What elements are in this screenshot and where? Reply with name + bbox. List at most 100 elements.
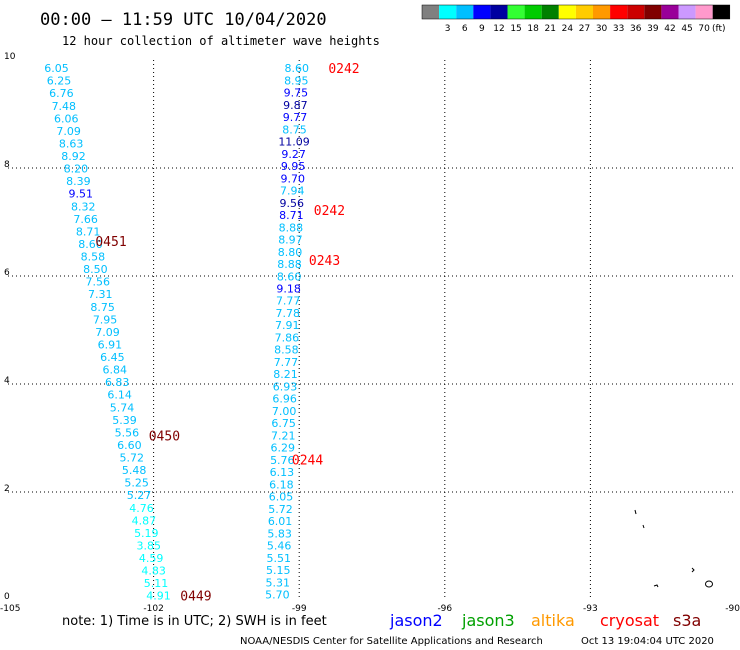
wave-height-value: 9.77 (283, 111, 308, 124)
legend-swatch (473, 5, 491, 19)
wave-height-value: 8.71 (76, 225, 101, 238)
wave-height-value: 5.70 (265, 589, 290, 602)
legend-swatch (422, 5, 440, 19)
wave-height-value: 7.86 (275, 331, 300, 344)
wave-height-value: 4.83 (141, 565, 166, 578)
legend-swatch-label: 15 (510, 24, 521, 34)
wave-height-value: 9.95 (281, 160, 306, 173)
legend-swatch (456, 5, 474, 19)
wave-height-value: 8.20 (64, 163, 89, 176)
legend-swatch (678, 5, 696, 19)
lat-tick-label: 2 (4, 484, 10, 494)
pass-time-label: 0242 (314, 204, 345, 219)
legend-swatch (644, 5, 662, 19)
legend-unit: (ft) (712, 24, 726, 34)
lat-lon-grid (8, 60, 736, 600)
wave-height-value: 6.93 (273, 380, 298, 393)
wave-height-value: 8.95 (284, 74, 309, 87)
wave-height-value: 7.78 (275, 307, 300, 320)
legend-swatch-label: 33 (613, 24, 624, 34)
legend-swatch (593, 5, 611, 19)
legend-swatch-label: 6 (462, 24, 468, 34)
lon-tick-label: -105 (0, 604, 20, 614)
lon-tick-label: -102 (143, 604, 163, 614)
wave-height-value: 9.75 (284, 87, 309, 100)
wave-height-value: 8.88 (279, 221, 304, 234)
lat-tick-label: 10 (4, 52, 16, 62)
wave-height-value: 6.76 (49, 87, 74, 100)
wave-height-value: 7.66 (73, 213, 98, 226)
wave-height-value: 6.05 (269, 491, 294, 504)
legend-swatch (661, 5, 679, 19)
wave-height-value: 8.75 (90, 301, 115, 314)
wave-height-value: 8.32 (71, 200, 96, 213)
footer-timestamp: Oct 13 19:04:04 UTC 2020 (581, 636, 714, 647)
wave-height-value: 6.45 (100, 351, 125, 364)
wave-height-value: 6.75 (271, 417, 296, 430)
pass-time-label: 0451 (95, 235, 126, 250)
wave-height-value: 5.72 (268, 503, 293, 516)
wave-height-value: 8.97 (278, 234, 303, 247)
wave-height-value: 6.83 (105, 376, 130, 389)
wave-height-value: 8.80 (278, 246, 303, 259)
legend-swatch-label: 12 (493, 24, 504, 34)
wave-height-value: 8.88 (277, 258, 302, 271)
wave-height-value: 9.87 (283, 99, 308, 112)
wave-height-value: 9.18 (276, 282, 301, 295)
wave-height-value: 8.60 (277, 270, 302, 283)
legend-swatch-label: 39 (647, 24, 659, 34)
pass-time-label: 0242 (328, 62, 359, 77)
legend-swatch (610, 5, 628, 19)
track-west: 6.056.256.767.486.067.098.638.928.208.39… (44, 62, 170, 603)
legend-swatch-label: 45 (681, 24, 692, 34)
wave-height-value: 7.77 (276, 295, 301, 308)
legend-swatch-label: 42 (664, 24, 675, 34)
wave-height-value: 5.31 (266, 576, 291, 589)
pass-time-label: 0449 (180, 590, 211, 605)
wave-height-value: 4.76 (129, 502, 154, 515)
wave-height-value: 6.60 (117, 439, 142, 452)
track-east: 8.608.959.759.879.778.7511.099.279.959.7… (265, 62, 310, 602)
legend-swatch-label: 24 (562, 24, 574, 34)
wave-height-value: 9.70 (280, 172, 305, 185)
wave-height-value: 7.95 (93, 313, 118, 326)
wave-height-value: 5.19 (134, 527, 159, 540)
wave-height-value: 11.09 (278, 136, 310, 149)
lat-tick-label: 6 (4, 268, 10, 278)
legend-swatch (541, 5, 559, 19)
wave-height-value: 5.25 (124, 477, 149, 490)
wave-height-value: 8.92 (61, 150, 86, 163)
pass-time-label: 0450 (149, 429, 180, 444)
legend-swatch-label: 27 (579, 24, 590, 34)
axis-labels: -105 -102 -99 -96 -93 -90 0 2 4 6 8 10 (0, 52, 740, 614)
wave-height-value: 7.77 (274, 356, 299, 369)
wave-height-value: 8.71 (279, 209, 304, 222)
wave-height-value: 8.60 (285, 62, 310, 75)
legend-swatch (490, 5, 508, 19)
wave-height-value: 8.39 (66, 175, 91, 188)
wave-height-value: 6.25 (47, 75, 72, 88)
wave-height-value: 6.18 (269, 478, 294, 491)
pass-time-labels: 0242 0242 0243 0244 0451 0450 0449 (95, 62, 359, 605)
wave-height-value: 5.72 (120, 452, 145, 465)
wave-height-value: 5.27 (127, 489, 152, 502)
legend-swatch (507, 5, 525, 19)
lat-tick-label: 4 (4, 376, 10, 386)
wave-height-value: 7.09 (56, 125, 81, 138)
wave-height-value: 6.06 (54, 112, 79, 125)
wave-height-value: 9.56 (280, 197, 305, 210)
legend-swatch-label: 18 (527, 24, 539, 34)
wave-height-value: 7.48 (52, 100, 77, 113)
satellite-legend: jason2 jason3 altika cryosat s3a (389, 611, 701, 630)
legend-swatch-label: 9 (479, 24, 485, 34)
wave-height-value: 5.56 (115, 426, 140, 439)
lon-tick-label: -90 (725, 604, 740, 614)
wave-height-value: 7.09 (95, 326, 120, 339)
legend-swatch (575, 5, 593, 19)
wave-height-value: 6.14 (107, 389, 132, 402)
satellite-legend-altika: altika (531, 611, 575, 630)
wave-height-value: 7.94 (280, 185, 305, 198)
wave-height-value: 7.00 (272, 405, 297, 418)
lat-tick-label: 0 (4, 592, 10, 602)
wave-height-value: 8.75 (282, 123, 307, 136)
